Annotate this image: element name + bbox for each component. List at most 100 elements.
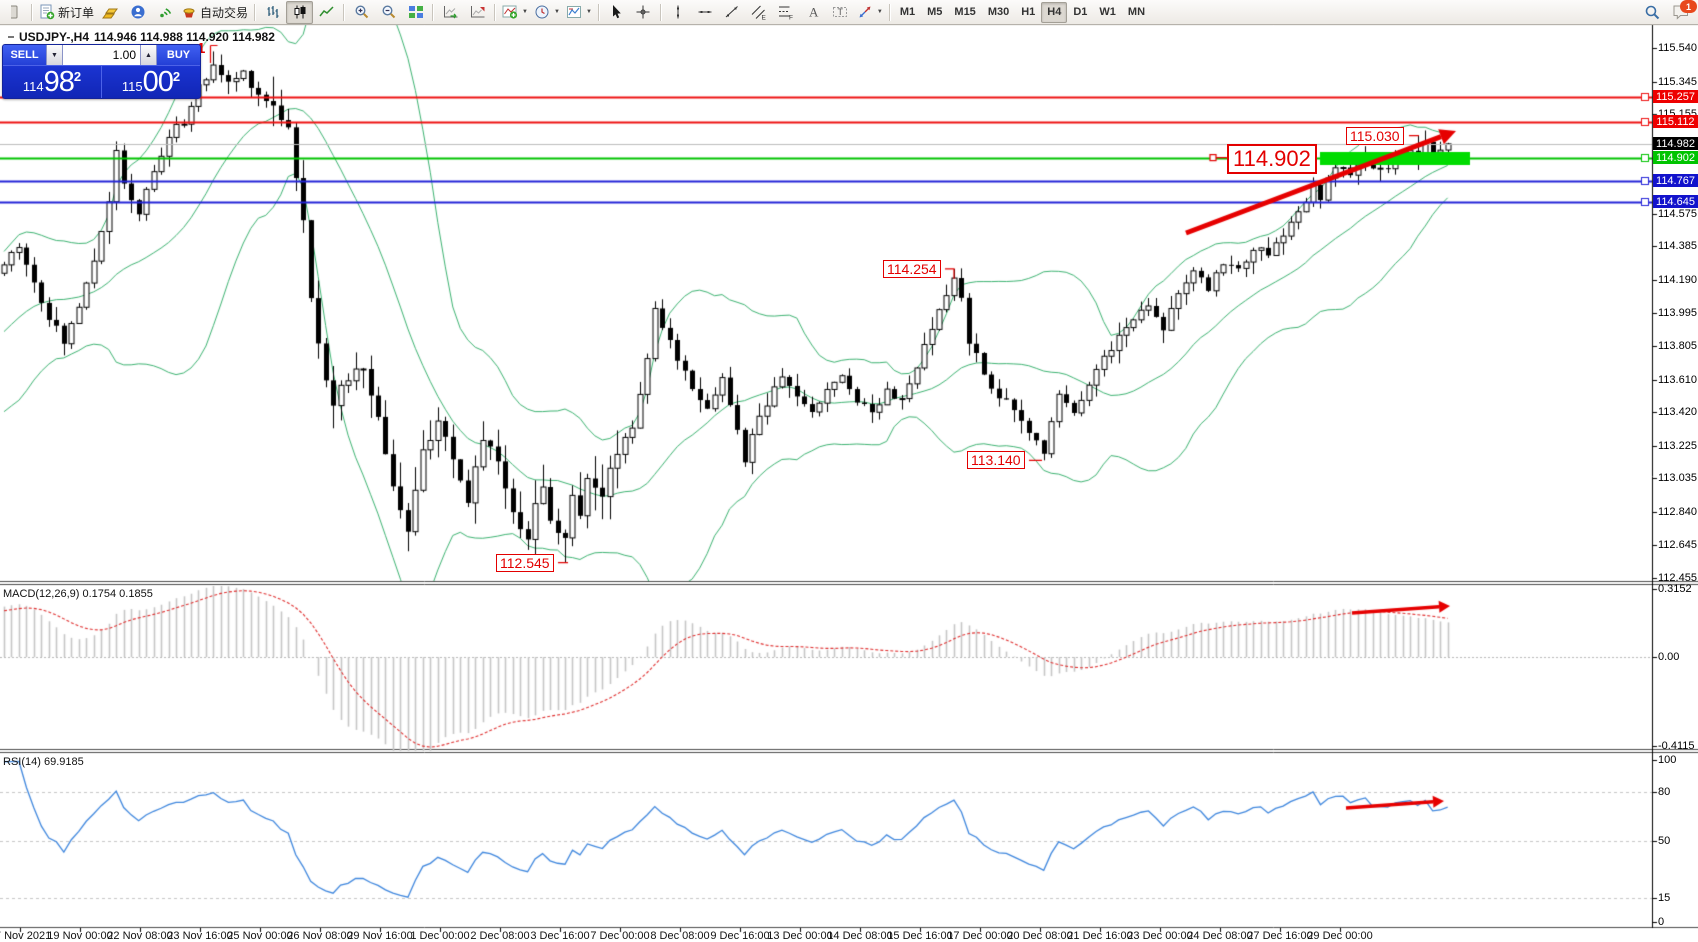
- volume-down-button[interactable]: ▼: [46, 45, 63, 65]
- timeframe-mn[interactable]: MN: [1122, 2, 1151, 23]
- time-axis-label: 13 Dec 00:00: [767, 930, 833, 942]
- annotation-label-114254[interactable]: 114.254: [883, 259, 941, 278]
- cursor-button[interactable]: [603, 1, 630, 24]
- bar-number-marker: 1: [197, 40, 206, 57]
- toolbar-separator: [254, 3, 257, 21]
- auto-scroll-button[interactable]: [437, 1, 464, 24]
- crosshair-button[interactable]: [630, 1, 657, 24]
- volume-input[interactable]: 1.00: [63, 45, 140, 65]
- buy-price-small: 115: [121, 79, 143, 94]
- toolbar-separator: [343, 3, 346, 21]
- timeframe-m30[interactable]: M30: [982, 2, 1015, 23]
- price-tick-label: 115.345: [1658, 75, 1697, 88]
- buy-button[interactable]: BUY: [157, 45, 200, 65]
- price-tag-115257: 115.257: [1653, 90, 1698, 104]
- bar-chart-button[interactable]: [259, 1, 286, 24]
- zoom-out-icon: [381, 4, 397, 20]
- timeframe-h1[interactable]: H1: [1015, 2, 1041, 23]
- toolbar-separator: [494, 3, 497, 21]
- price-tick-label: 113.225: [1658, 439, 1697, 452]
- chart-shift-button[interactable]: [464, 1, 491, 24]
- arrows-button[interactable]: ▼: [854, 1, 886, 24]
- horizontal-line-button[interactable]: [692, 1, 719, 24]
- vertical-line-button[interactable]: [665, 1, 692, 24]
- time-axis-label: 26 Nov 08:00: [287, 930, 353, 942]
- clipped-chart-button[interactable]: [1, 1, 28, 24]
- timeframe-w1[interactable]: W1: [1093, 2, 1122, 23]
- zoom-out-button[interactable]: [375, 1, 402, 24]
- autotrade-icon: [181, 4, 197, 20]
- chevron-down-icon[interactable]: ▼: [553, 9, 560, 15]
- price-tick-label: 115.540: [1658, 42, 1697, 54]
- trendline-button[interactable]: [719, 1, 746, 24]
- timeframe-m1-label: M1: [899, 6, 916, 18]
- notification-badge: 1: [1680, 0, 1697, 13]
- annotation-label-115030[interactable]: 115.030: [1346, 126, 1404, 145]
- zoom-in-button[interactable]: [348, 1, 375, 24]
- auto-trading-button[interactable]: 自动交易: [178, 1, 251, 24]
- time-axis-label: 14 Dec 08:00: [827, 930, 893, 942]
- rsi-axis-label: 100: [1658, 754, 1677, 766]
- chevron-down-icon[interactable]: ▼: [585, 9, 592, 15]
- chat-button[interactable]: 1: [1672, 0, 1697, 20]
- time-axis-label: 29 Dec 00:00: [1307, 930, 1373, 942]
- volume-up-button[interactable]: ▲: [140, 45, 157, 65]
- chart-symbol-period: USDJPY-,H4: [19, 30, 90, 44]
- time-axis-label: 21 Dec 16:00: [1067, 930, 1133, 942]
- timeframe-m30-label: M30: [987, 6, 1010, 18]
- toolbar-separator: [432, 3, 435, 21]
- timeframe-h1-label: H1: [1021, 6, 1036, 18]
- periods-button[interactable]: ▼: [531, 1, 563, 24]
- indicators-button[interactable]: ▼: [499, 1, 531, 24]
- timeframe-m5[interactable]: M5: [921, 2, 948, 23]
- svg-text:T: T: [838, 7, 844, 17]
- timeframe-m1[interactable]: M1: [894, 2, 921, 23]
- time-axis-label: 19 Nov 00:00: [47, 930, 113, 942]
- signals-button[interactable]: [151, 1, 178, 24]
- tile-windows-button[interactable]: [402, 1, 429, 24]
- chevron-down-icon[interactable]: ▼: [522, 9, 528, 15]
- templates-button[interactable]: ▼: [563, 1, 595, 24]
- timeframe-d1[interactable]: D1: [1067, 2, 1093, 23]
- timeframe-m15[interactable]: M15: [948, 2, 981, 23]
- macd-axis-label: 0.3152: [1658, 583, 1692, 595]
- buy-price-display[interactable]: 115 00 2: [102, 66, 200, 98]
- candlestick-chart-button[interactable]: [286, 0, 314, 24]
- price-tick-label: 113.995: [1658, 307, 1697, 320]
- fibonacci-button[interactable]: F: [773, 1, 800, 24]
- new-order-button-label: 新订单: [58, 5, 95, 20]
- timeframe-m5-label: M5: [927, 6, 943, 18]
- text-button[interactable]: A: [800, 1, 827, 24]
- timeframe-h4-label: H4: [1047, 6, 1062, 18]
- sell-price-sup: 2: [73, 69, 82, 84]
- time-axis-label: 24 Dec 08:00: [1187, 930, 1253, 942]
- annotation-label-113140[interactable]: 113.140: [967, 451, 1025, 470]
- timeframe-m15-label: M15: [954, 6, 976, 18]
- time-axis-label: 22 Nov 08:00: [107, 930, 173, 942]
- text-label-button[interactable]: T: [827, 1, 854, 24]
- new-order-button[interactable]: 新订单: [36, 1, 97, 24]
- clock-icon: [534, 4, 550, 20]
- community-button[interactable]: [124, 1, 151, 24]
- search-button[interactable]: [1639, 1, 1666, 24]
- price-tick-label: 112.455: [1658, 572, 1697, 584]
- annotation-label-112545[interactable]: 112.545: [496, 553, 554, 572]
- macd-axis-label: 0.00: [1658, 651, 1680, 664]
- crosshair-icon: [635, 4, 651, 20]
- chevron-down-icon[interactable]: ▼: [876, 9, 883, 15]
- rsi-axis-label: 80: [1658, 786, 1671, 799]
- time-axis-label: 23 Nov 16:00: [167, 930, 233, 942]
- annotation-label-114902[interactable]: 114.902: [1227, 143, 1317, 174]
- timeframe-h4[interactable]: H4: [1041, 1, 1068, 23]
- gold-button[interactable]: [97, 1, 124, 24]
- auto-trading-button-label: 自动交易: [200, 5, 249, 20]
- line-chart-button[interactable]: [313, 1, 340, 24]
- rsi-axis-label: 15: [1658, 891, 1671, 904]
- channel-button[interactable]: E: [746, 1, 773, 24]
- time-axis-label: 23 Dec 00:00: [1127, 930, 1193, 942]
- indicators-icon: [502, 4, 518, 20]
- sell-price-display[interactable]: 114 98 2: [3, 66, 102, 98]
- sell-button[interactable]: SELL: [3, 45, 46, 65]
- main-toolbar: 新订单 自动交易 ▼ ▼ ▼ E F A T ▼ M1 M5 M15 M30 H1 H4 D1 W1 MN 1: [0, 0, 1698, 25]
